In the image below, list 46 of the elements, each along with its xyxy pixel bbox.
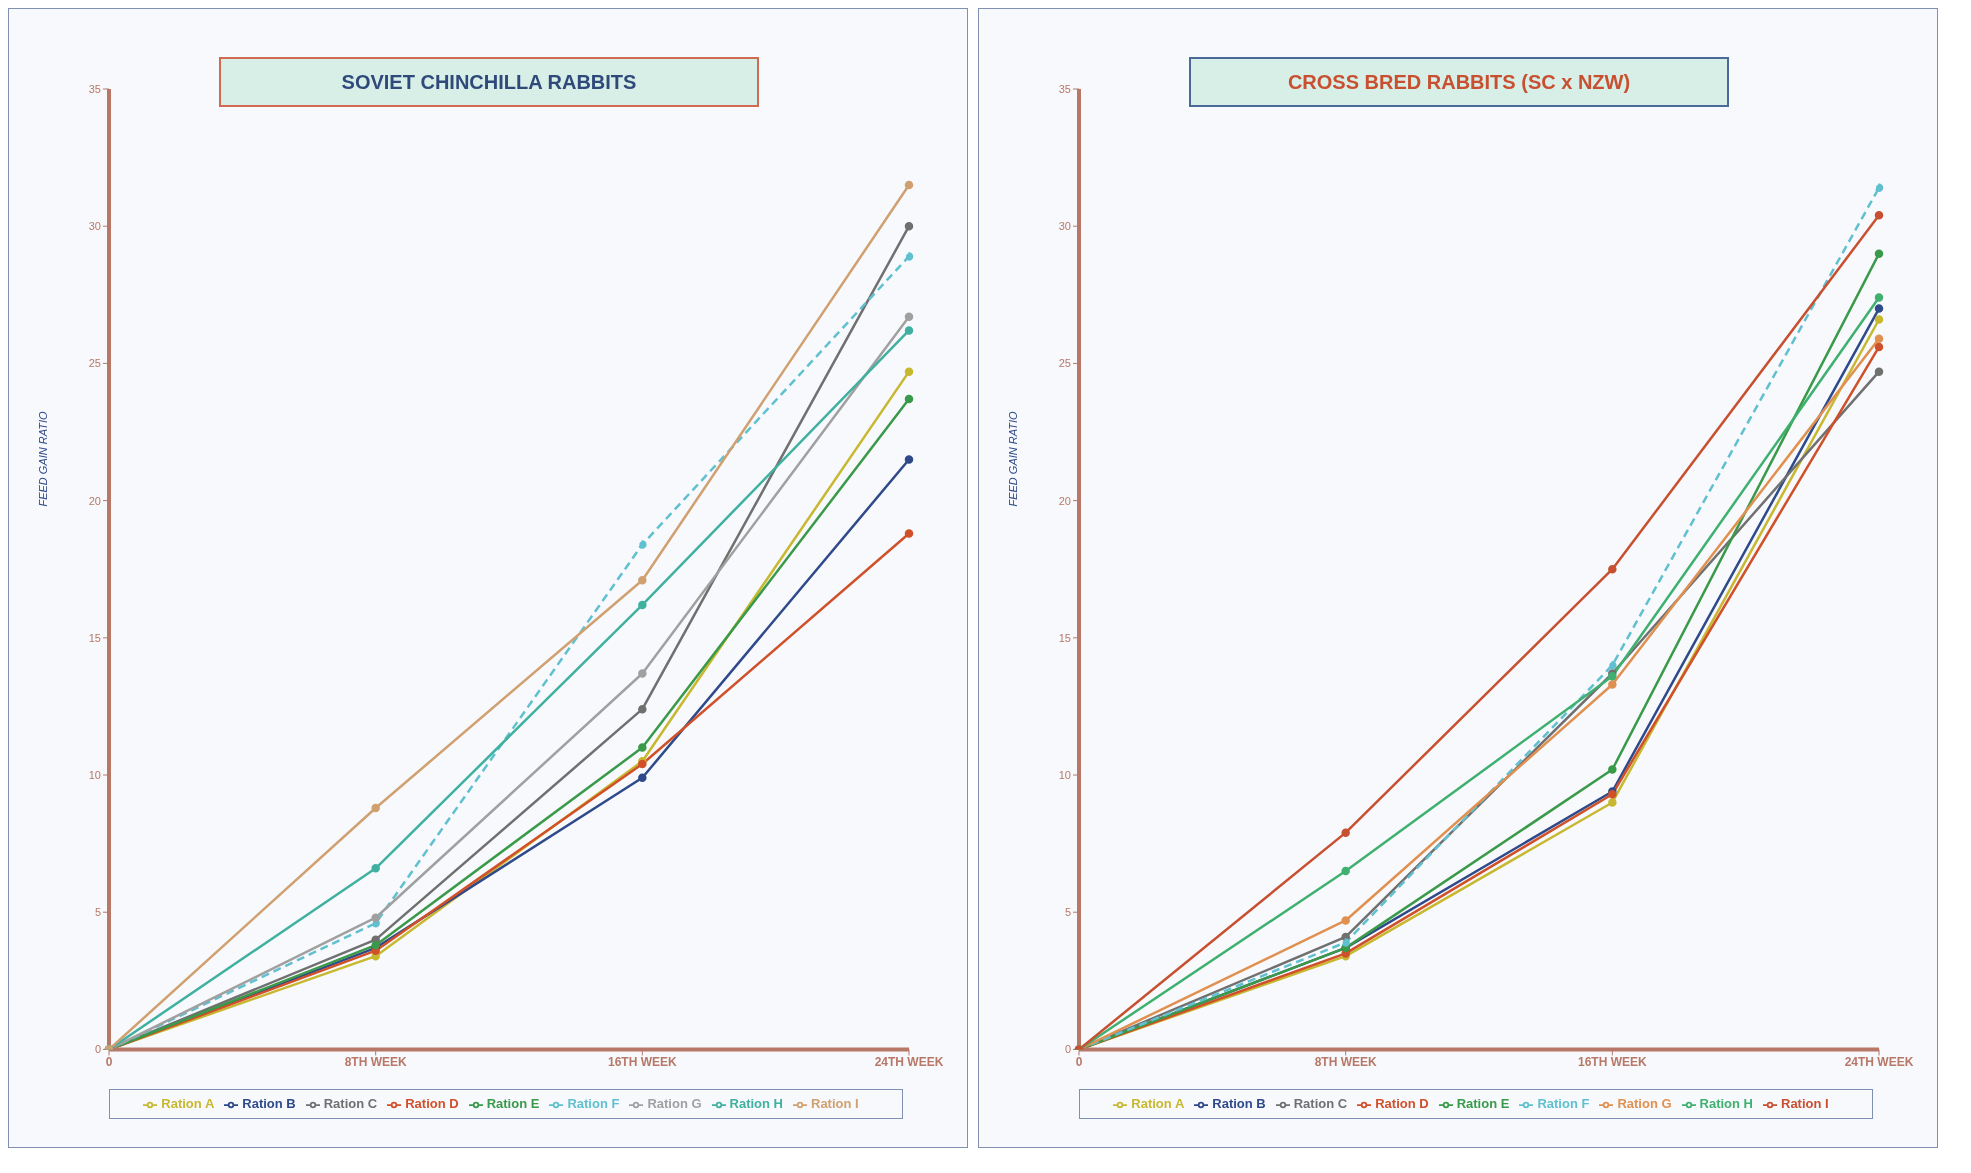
legend-label: Ration F bbox=[1537, 1096, 1590, 1112]
y-tick-label: 25 bbox=[88, 357, 101, 370]
y-tick-label: 15 bbox=[88, 631, 101, 644]
legend-label: Ration C bbox=[1293, 1096, 1348, 1112]
y-tick-label: 25 bbox=[1058, 357, 1071, 370]
chart-title: CROSS BRED RABBITS (SC x NZW) bbox=[1286, 71, 1632, 94]
y-tick-label: 10 bbox=[1058, 768, 1071, 781]
y-tick-label: 5 bbox=[94, 906, 101, 919]
legend-label: Ration B bbox=[1212, 1096, 1266, 1112]
y-tick-label: 35 bbox=[1058, 82, 1071, 95]
y-tick-label: 5 bbox=[1064, 906, 1071, 919]
y-tick-label: 20 bbox=[88, 494, 101, 507]
legend-label: Ration A bbox=[161, 1096, 215, 1112]
legend-label: Ration H bbox=[729, 1096, 783, 1112]
chart-title: SOVIET CHINCHILLA RABBITS bbox=[340, 71, 638, 94]
y-tick-label: 20 bbox=[1058, 494, 1071, 507]
legend-label: Ration I bbox=[1781, 1096, 1829, 1112]
y-tick-label: 30 bbox=[1058, 220, 1071, 233]
x-tick-label: 0 bbox=[1075, 1054, 1083, 1069]
y-axis-title: FEED GAIN RATIO bbox=[37, 411, 50, 507]
y-axis-title: FEED GAIN RATIO bbox=[1007, 411, 1020, 507]
x-tick-label: 8TH WEEK bbox=[1314, 1054, 1377, 1069]
legend-label: Ration I bbox=[811, 1096, 859, 1112]
legend-label: Ration D bbox=[1375, 1096, 1429, 1112]
x-tick-label: 16TH WEEK bbox=[607, 1054, 677, 1069]
y-tick-label: 0 bbox=[94, 1043, 101, 1056]
legend-label: Ration C bbox=[323, 1096, 378, 1112]
x-tick-label: 24TH WEEK bbox=[874, 1054, 944, 1069]
x-tick-label: 16TH WEEK bbox=[1577, 1054, 1647, 1069]
y-tick-label: 30 bbox=[88, 220, 101, 233]
legend-label: Ration E bbox=[1456, 1096, 1510, 1112]
legend-label: Ration D bbox=[405, 1096, 459, 1112]
legend-label: Ration E bbox=[486, 1096, 540, 1112]
y-tick-label: 0 bbox=[1064, 1043, 1071, 1056]
legend-label: Ration F bbox=[567, 1096, 620, 1112]
y-tick-label: 15 bbox=[1058, 631, 1071, 644]
legend-label: Ration H bbox=[1699, 1096, 1753, 1112]
legend-label: Ration G bbox=[1617, 1096, 1672, 1112]
x-tick-label: 8TH WEEK bbox=[344, 1054, 407, 1069]
y-tick-label: 35 bbox=[88, 82, 101, 95]
x-tick-label: 0 bbox=[105, 1054, 113, 1069]
legend-label: Ration G bbox=[647, 1096, 702, 1112]
x-tick-label: 24TH WEEK bbox=[1844, 1054, 1914, 1069]
legend-label: Ration B bbox=[242, 1096, 296, 1112]
y-tick-label: 10 bbox=[88, 768, 101, 781]
legend-label: Ration A bbox=[1131, 1096, 1185, 1112]
